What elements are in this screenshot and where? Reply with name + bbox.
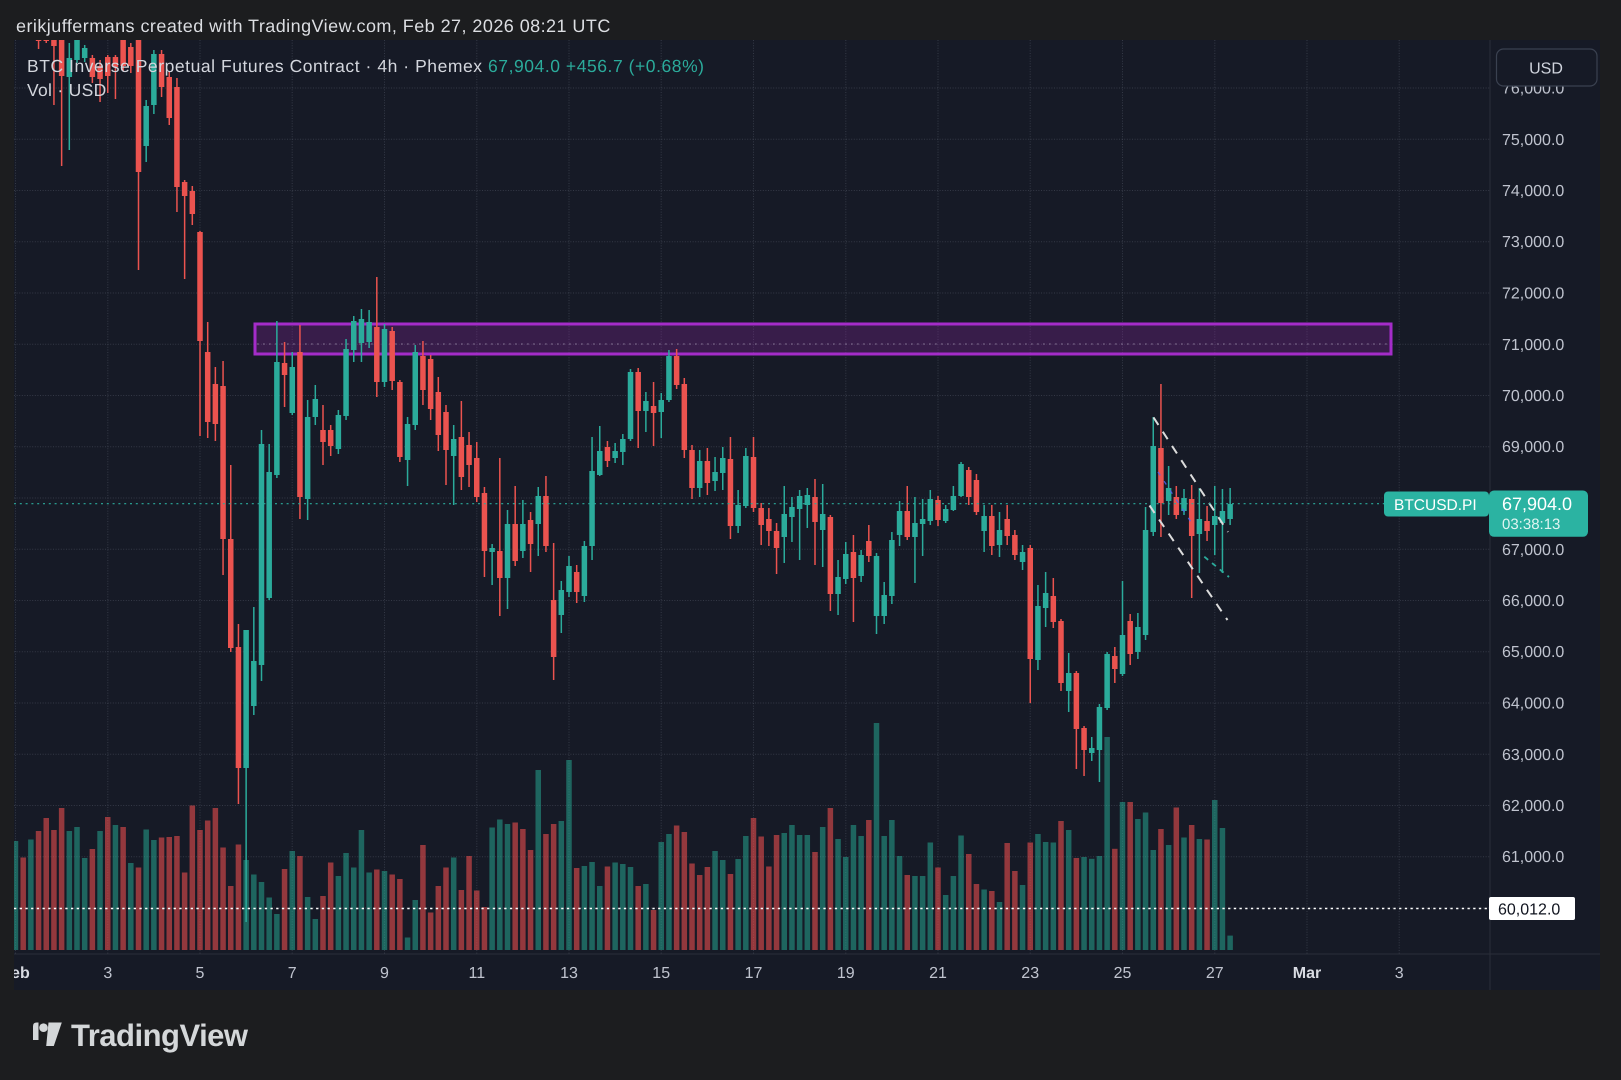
svg-text:61,000.0: 61,000.0 <box>1502 849 1564 866</box>
svg-text:9: 9 <box>380 965 389 982</box>
svg-text:67,000.0: 67,000.0 <box>1502 542 1564 559</box>
svg-text:TradingView: TradingView <box>71 1018 249 1053</box>
svg-text:67,904.0: 67,904.0 <box>1502 494 1572 514</box>
svg-text:erikjuffermans created with Tr: erikjuffermans created with TradingView.… <box>16 16 611 36</box>
svg-text:75,000.0: 75,000.0 <box>1502 132 1564 149</box>
svg-text:USD: USD <box>1529 61 1563 78</box>
svg-text:71,000.0: 71,000.0 <box>1502 337 1564 354</box>
svg-text:65,000.0: 65,000.0 <box>1502 644 1564 661</box>
svg-text:03:38:13: 03:38:13 <box>1502 516 1560 533</box>
svg-text:74,000.0: 74,000.0 <box>1502 183 1564 200</box>
svg-text:3: 3 <box>1395 965 1404 982</box>
svg-text:70,000.0: 70,000.0 <box>1502 388 1564 405</box>
svg-text:19: 19 <box>837 965 855 982</box>
svg-text:21: 21 <box>929 965 947 982</box>
svg-text:Mar: Mar <box>1293 965 1321 982</box>
svg-text:64,000.0: 64,000.0 <box>1502 696 1564 713</box>
svg-text:BTC Inverse Perpetual Futures: BTC Inverse Perpetual Futures Contract ·… <box>27 56 705 76</box>
svg-text:Vol · USD: Vol · USD <box>27 80 107 100</box>
svg-text:15: 15 <box>652 965 670 982</box>
svg-text:72,000.0: 72,000.0 <box>1502 286 1564 303</box>
svg-text:17: 17 <box>745 965 763 982</box>
svg-text:7: 7 <box>288 965 297 982</box>
svg-text:63,000.0: 63,000.0 <box>1502 747 1564 764</box>
svg-text:66,000.0: 66,000.0 <box>1502 593 1564 610</box>
svg-text:69,000.0: 69,000.0 <box>1502 439 1564 456</box>
svg-text:62,000.0: 62,000.0 <box>1502 798 1564 815</box>
svg-text:73,000.0: 73,000.0 <box>1502 234 1564 251</box>
svg-text:60,012.0: 60,012.0 <box>1498 902 1560 919</box>
svg-text:11: 11 <box>468 965 485 982</box>
svg-text:23: 23 <box>1021 965 1039 982</box>
svg-text:25: 25 <box>1114 965 1132 982</box>
svg-text:BTCUSD.PI: BTCUSD.PI <box>1394 497 1477 514</box>
svg-text:3: 3 <box>103 965 112 982</box>
svg-text:27: 27 <box>1206 965 1224 982</box>
svg-text:5: 5 <box>196 965 205 982</box>
svg-text:13: 13 <box>560 965 578 982</box>
